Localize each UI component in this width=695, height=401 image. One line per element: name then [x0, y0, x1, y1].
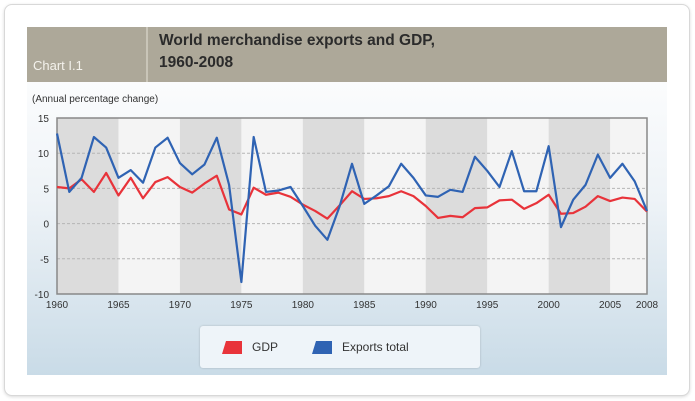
chart-number-text: Chart I.1 — [33, 58, 83, 73]
legend: GDP Exports total — [200, 326, 480, 368]
year-band — [425, 118, 488, 294]
x-tick-label: 2005 — [599, 300, 622, 311]
legend-exports-label: Exports total — [342, 340, 409, 354]
x-tick-label: 1975 — [230, 300, 253, 311]
x-tick-label: 1960 — [46, 300, 69, 311]
x-tick-label: 1985 — [353, 300, 376, 311]
x-tick-label: 1970 — [169, 300, 192, 311]
y-tick-label: 5 — [43, 184, 49, 195]
y-tick-label: 0 — [43, 220, 49, 231]
legend-gdp-label: GDP — [252, 340, 279, 354]
x-tick-label: 1995 — [476, 300, 499, 311]
year-band — [302, 118, 365, 294]
legend-gdp-swatch — [222, 341, 242, 354]
x-tick-label: 1990 — [415, 300, 438, 311]
title-line-2: 1960-2008 — [159, 54, 234, 71]
x-tick-label: 1965 — [107, 300, 130, 311]
year-band — [364, 118, 426, 294]
chart-number: Chart I.1 — [27, 27, 148, 82]
gdp-line — [56, 171, 648, 220]
year-band — [118, 118, 180, 294]
year-band — [548, 118, 611, 294]
year-band — [487, 118, 549, 294]
chart-header: Chart I.1 World merchandise exports and … — [27, 27, 667, 82]
year-band — [241, 118, 303, 294]
y-tick-label: 10 — [38, 149, 50, 160]
x-tick-label: 1980 — [292, 300, 315, 311]
plot-frame — [56, 117, 648, 295]
year-band — [57, 118, 119, 294]
y-tick-label: -10 — [35, 290, 50, 301]
chart-area: (Annual percentage change) 15 10 5 0 -5 -10 196… — [27, 82, 667, 375]
y-tick-label: 15 — [38, 114, 50, 125]
x-tick-label: 2000 — [538, 300, 561, 311]
chart-title: World merchandise exports and GDP, 1960-… — [159, 30, 435, 74]
legend-exports-swatch — [312, 341, 332, 354]
y-axis-label: (Annual percentage change) — [32, 94, 158, 105]
x-tick-label: 2008 — [636, 300, 659, 311]
y-tick-label: -5 — [40, 255, 49, 266]
plot-svg: (Annual percentage change)151050-5-10196… — [32, 94, 659, 311]
title-line-1: World merchandise exports and GDP, — [159, 32, 435, 49]
exports-line — [55, 133, 649, 284]
